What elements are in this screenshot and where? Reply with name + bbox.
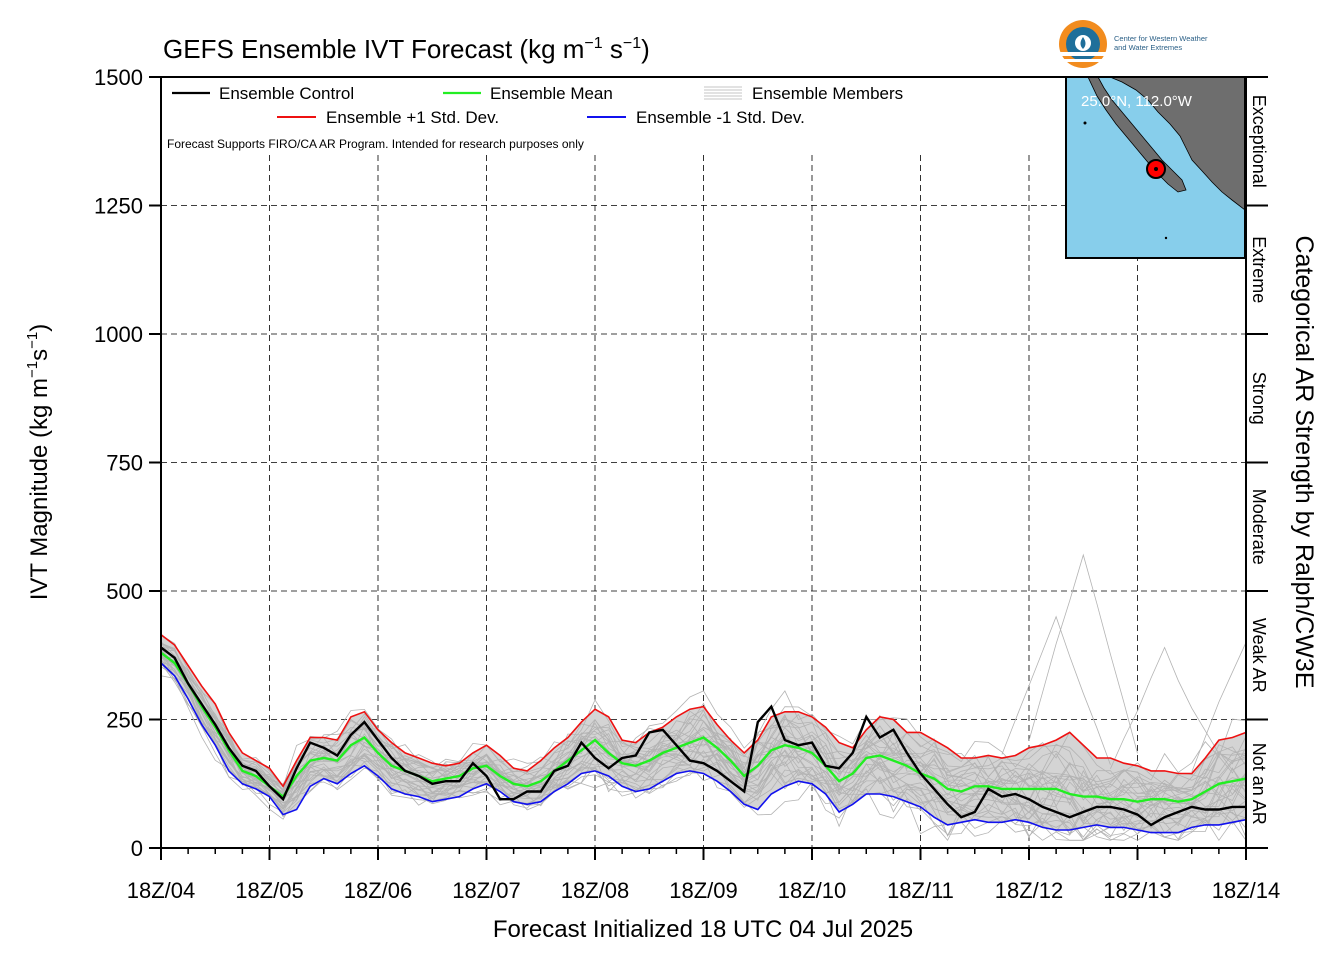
legend-plus-label: Ensemble +1 Std. Dev. bbox=[326, 108, 499, 127]
x-axis-label: Forecast Initialized 18 UTC 04 Jul 2025 bbox=[493, 916, 913, 943]
y-tick-label: 0 bbox=[131, 836, 143, 861]
ensemble-member-line bbox=[161, 641, 1246, 793]
ensemble-member-line bbox=[161, 656, 1246, 810]
category-label: Strong bbox=[1249, 372, 1269, 425]
ensemble-member-line bbox=[161, 666, 1246, 842]
x-tick-label: 18Z/08 bbox=[561, 878, 630, 903]
plus-std-dev-line bbox=[161, 634, 1246, 788]
map-island bbox=[1083, 121, 1087, 125]
chart-title: GEFS Ensemble IVT Forecast (kg m−1 s−1) bbox=[163, 34, 650, 64]
grid-lines bbox=[161, 155, 1246, 848]
x-tick-label: 18Z/04 bbox=[127, 878, 196, 903]
x-tick-label: 18Z/13 bbox=[1103, 878, 1172, 903]
ensemble-member-spike bbox=[1028, 553, 1138, 754]
legend-members-label: Ensemble Members bbox=[752, 84, 903, 103]
ensemble-member-spike bbox=[1110, 646, 1220, 769]
x-tick-label: 18Z/12 bbox=[995, 878, 1064, 903]
ensemble-member-line bbox=[161, 634, 1246, 788]
ensemble-control-line bbox=[161, 646, 1246, 827]
y-tick-label: 1500 bbox=[94, 65, 143, 90]
x-tick-label: 18Z/09 bbox=[669, 878, 738, 903]
ensemble-member-line bbox=[161, 643, 1246, 800]
x-axis-ticks: 18Z/04 18Z/05 18Z/06 18Z/07 18Z/08 18Z/09 18Z/… bbox=[127, 848, 1281, 903]
logo-text-line2: and Water Extremes bbox=[1114, 43, 1182, 52]
y-tick-label: 750 bbox=[106, 451, 143, 476]
y-tick-label: 500 bbox=[106, 579, 143, 604]
map-frame bbox=[1065, 76, 1246, 259]
ensemble-member-line bbox=[161, 654, 1246, 825]
legend-control-label: Ensemble Control bbox=[219, 84, 354, 103]
y-tick-label: 1250 bbox=[94, 194, 143, 219]
legend-members-swatch bbox=[704, 86, 742, 100]
y-axis-ticks: 0 250 500 750 1000 1250 1500 bbox=[94, 65, 161, 861]
location-map: 25.0°N, 112.0°W bbox=[1065, 76, 1246, 259]
map-location-label: 25.0°N, 112.0°W bbox=[1081, 93, 1193, 110]
category-label: Not an AR bbox=[1249, 743, 1269, 825]
legend-mean-label: Ensemble Mean bbox=[490, 84, 613, 103]
x-tick-label: 18Z/11 bbox=[887, 878, 954, 903]
ensemble-member-line bbox=[161, 658, 1246, 841]
ensemble-member-line bbox=[161, 675, 1246, 842]
ensemble-member-spike bbox=[1001, 615, 1111, 765]
logo-text-line1: Center for Western Weather bbox=[1114, 34, 1208, 43]
ensemble-member-line bbox=[161, 642, 1246, 804]
x-tick-label: 18Z/14 bbox=[1212, 878, 1281, 903]
category-label: Weak AR bbox=[1249, 618, 1269, 693]
y-tick-label: 250 bbox=[106, 708, 143, 733]
category-label: Extreme bbox=[1249, 236, 1269, 303]
cw3e-logo: Center for Western Weather and Water Ext… bbox=[1059, 20, 1208, 68]
y-tick-label: 1000 bbox=[94, 322, 143, 347]
ensemble-member-line bbox=[161, 653, 1246, 826]
plot-area bbox=[161, 553, 1246, 842]
legend: Ensemble Control Ensemble Mean Ensemble … bbox=[167, 84, 903, 151]
ensemble-member-spike bbox=[1191, 641, 1246, 773]
category-label: Exceptional bbox=[1249, 95, 1269, 188]
category-axis-label: Categorical AR Strength by Ralph/CW3E bbox=[1290, 236, 1318, 689]
legend-minus-label: Ensemble -1 Std. Dev. bbox=[636, 108, 805, 127]
location-marker-center bbox=[1154, 167, 1158, 171]
x-tick-label: 18Z/06 bbox=[344, 878, 413, 903]
x-tick-label: 18Z/10 bbox=[778, 878, 847, 903]
std-dev-band bbox=[161, 634, 1246, 833]
category-ticks: Not an AR Weak AR Moderate Strong Extreme Exc… bbox=[1246, 76, 1269, 849]
minus-std-dev-line bbox=[161, 662, 1246, 834]
ensemble-mean-line bbox=[161, 651, 1246, 803]
map-island bbox=[1164, 236, 1168, 240]
map-land-mainland bbox=[1109, 77, 1245, 211]
category-label: Moderate bbox=[1249, 489, 1269, 565]
x-tick-label: 18Z/07 bbox=[452, 878, 521, 903]
research-note: Forecast Supports FIRO/CA AR Program. In… bbox=[167, 137, 584, 151]
ensemble-members bbox=[161, 553, 1246, 842]
ensemble-member-line bbox=[161, 642, 1246, 791]
y-axis-label: IVT Magnitude (kg m−1s−1) bbox=[24, 324, 53, 601]
x-tick-label: 18Z/05 bbox=[235, 878, 304, 903]
